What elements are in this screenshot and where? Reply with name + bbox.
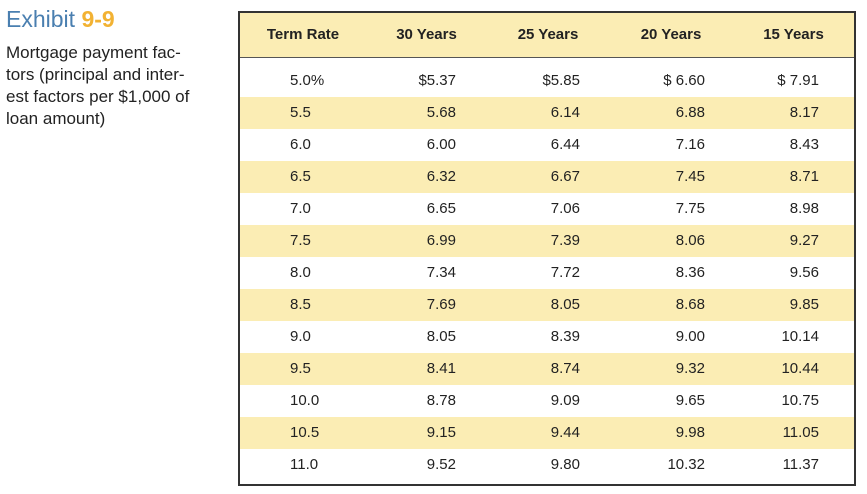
payment-factor-cell: 7.06 xyxy=(550,200,580,217)
payment-factor-cell: 6.67 xyxy=(550,168,580,185)
payment-factor-cell: 8.17 xyxy=(789,104,819,121)
payment-factor-cell: 7.69 xyxy=(426,296,456,313)
term-rate-cell: 11.0 xyxy=(290,456,319,473)
payment-factor-cell: 9.00 xyxy=(675,328,705,345)
payment-factor-cell: 6.14 xyxy=(550,104,580,121)
term-rate-cell: 10.0 xyxy=(290,392,320,409)
table-row: 7.5 6.99 7.39 8.06 9.27 xyxy=(240,224,854,257)
table-row: 8.5 7.69 8.05 8.68 9.85 xyxy=(240,288,854,321)
payment-factor-cell: 9.65 xyxy=(675,392,705,409)
payment-factor-cell: 8.05 xyxy=(426,328,456,345)
payment-factor-cell: 8.36 xyxy=(675,264,705,281)
payment-factor-cell: 8.05 xyxy=(550,296,580,313)
table-row: 10.0 8.78 9.09 9.65 10.75 xyxy=(240,385,854,417)
term-rate-cell: 5.5 xyxy=(290,104,311,121)
payment-factor-cell: 7.75 xyxy=(675,200,705,217)
header-15-years: 15 Years xyxy=(763,26,824,44)
payment-factor-cell: 8.74 xyxy=(550,360,580,377)
payment-factor-cell: 9.52 xyxy=(426,456,456,473)
payment-factor-cell: 7.34 xyxy=(426,264,456,281)
table-row: 8.0 7.34 7.72 8.36 9.56 xyxy=(240,257,854,289)
term-rate-cell: 6.5 xyxy=(290,168,311,185)
term-rate-cell: 8.0 xyxy=(290,264,311,281)
payment-factor-cell: 6.99 xyxy=(426,232,456,249)
payment-factor-cell: 9.56 xyxy=(789,264,819,281)
term-rate-cell: 7.0 xyxy=(290,200,311,217)
table-row: 7.0 6.65 7.06 7.75 8.98 xyxy=(240,193,854,225)
payment-factor-cell: 6.00 xyxy=(426,136,456,153)
exhibit-caption: Exhibit 9-9 Mortgage payment fac- tors (… xyxy=(6,4,221,130)
exhibit-description: Mortgage payment fac- tors (principal an… xyxy=(6,43,190,128)
payment-factor-cell: 6.32 xyxy=(426,168,456,185)
payment-factor-cell: $ 7.91 xyxy=(777,72,819,89)
payment-factor-cell: 10.14 xyxy=(781,328,819,345)
payment-factor-cell: 8.39 xyxy=(550,328,580,345)
payment-factor-cell: 7.16 xyxy=(675,136,705,153)
payment-factor-cell: 8.98 xyxy=(789,200,819,217)
payment-factor-cell: $5.85 xyxy=(542,72,580,89)
payment-factor-cell: 8.78 xyxy=(426,392,456,409)
exhibit-title: Exhibit 9-9 xyxy=(6,4,221,34)
payment-factor-cell: 6.65 xyxy=(426,200,456,217)
payment-factor-cell: 8.43 xyxy=(789,136,819,153)
payment-factor-cell: 5.68 xyxy=(426,104,456,121)
term-rate-cell: 9.0 xyxy=(290,328,311,345)
payment-factor-cell: 8.06 xyxy=(675,232,705,249)
table-row: 5.5 5.68 6.14 6.88 8.17 xyxy=(240,96,854,129)
payment-factor-cell: 8.68 xyxy=(675,296,705,313)
payment-factor-cell: 9.98 xyxy=(675,424,705,441)
payment-factor-cell: 7.45 xyxy=(675,168,705,185)
payment-factor-cell: 9.80 xyxy=(550,456,580,473)
term-rate-cell: 7.5 xyxy=(290,232,311,249)
payment-factor-cell: 9.15 xyxy=(426,424,456,441)
table-row: 5.0% $5.37 $5.85 $ 6.60 $ 7.91 xyxy=(240,65,854,97)
header-20-years: 20 Years xyxy=(640,26,702,44)
term-rate-cell: 9.5 xyxy=(290,360,311,377)
payment-factor-cell: 10.75 xyxy=(781,392,819,409)
payment-factor-cell: 8.41 xyxy=(426,360,456,377)
header-25-years: 25 Years xyxy=(517,26,579,44)
table-row: 9.0 8.05 8.39 9.00 10.14 xyxy=(240,321,854,353)
payment-factors-table-box: Term Rate 30 Years 25 Years 20 Years 15 … xyxy=(238,11,856,486)
term-rate-cell: 5.0% xyxy=(290,72,325,89)
table-row: 6.5 6.32 6.67 7.45 8.71 xyxy=(240,160,854,193)
table-row: 10.5 9.15 9.44 9.98 11.05 xyxy=(240,416,854,449)
payment-factor-cell: 11.05 xyxy=(782,424,819,441)
table-row: 11.0 9.52 9.80 10.32 11.37 xyxy=(240,449,854,481)
payment-factor-cell: $5.37 xyxy=(418,72,456,89)
payment-factors-table: Term Rate 30 Years 25 Years 20 Years 15 … xyxy=(240,13,854,481)
exhibit-label: Exhibit xyxy=(6,6,76,32)
payment-factor-cell: $ 6.60 xyxy=(663,72,705,89)
payment-factor-cell: 9.27 xyxy=(789,232,819,249)
payment-factor-cell: 9.32 xyxy=(675,360,705,377)
payment-factor-cell: 6.88 xyxy=(675,104,705,121)
payment-factor-cell: 6.44 xyxy=(550,136,580,153)
table-row: 6.0 6.00 6.44 7.16 8.43 xyxy=(240,129,854,161)
payment-factor-cell: 7.39 xyxy=(550,232,580,249)
table-header-row: Term Rate 30 Years 25 Years 20 Years 15 … xyxy=(240,13,854,57)
payment-factor-cell: 9.09 xyxy=(550,392,580,409)
payment-factor-cell: 8.71 xyxy=(789,168,819,185)
payment-factor-cell: 9.44 xyxy=(550,424,580,441)
table-row: 9.5 8.41 8.74 9.32 10.44 xyxy=(240,352,854,385)
header-30-years: 30 Years xyxy=(396,26,457,44)
payment-factor-cell: 9.85 xyxy=(789,296,819,313)
payment-factor-cell: 10.32 xyxy=(667,456,705,473)
payment-factor-cell: 10.44 xyxy=(781,360,819,377)
header-term-rate: Term Rate xyxy=(266,26,340,44)
payment-factor-cell: 7.72 xyxy=(550,264,580,281)
table-body: 5.0% $5.37 $5.85 $ 6.60 $ 7.91 5.5 5.68 6.14 6.8… xyxy=(240,57,854,481)
term-rate-cell: 6.0 xyxy=(290,136,311,153)
term-rate-cell: 10.5 xyxy=(290,424,320,441)
exhibit-number: 9-9 xyxy=(81,6,115,32)
term-rate-cell: 8.5 xyxy=(290,296,311,313)
table-spacer xyxy=(240,57,854,65)
payment-factor-cell: 11.37 xyxy=(782,456,819,473)
